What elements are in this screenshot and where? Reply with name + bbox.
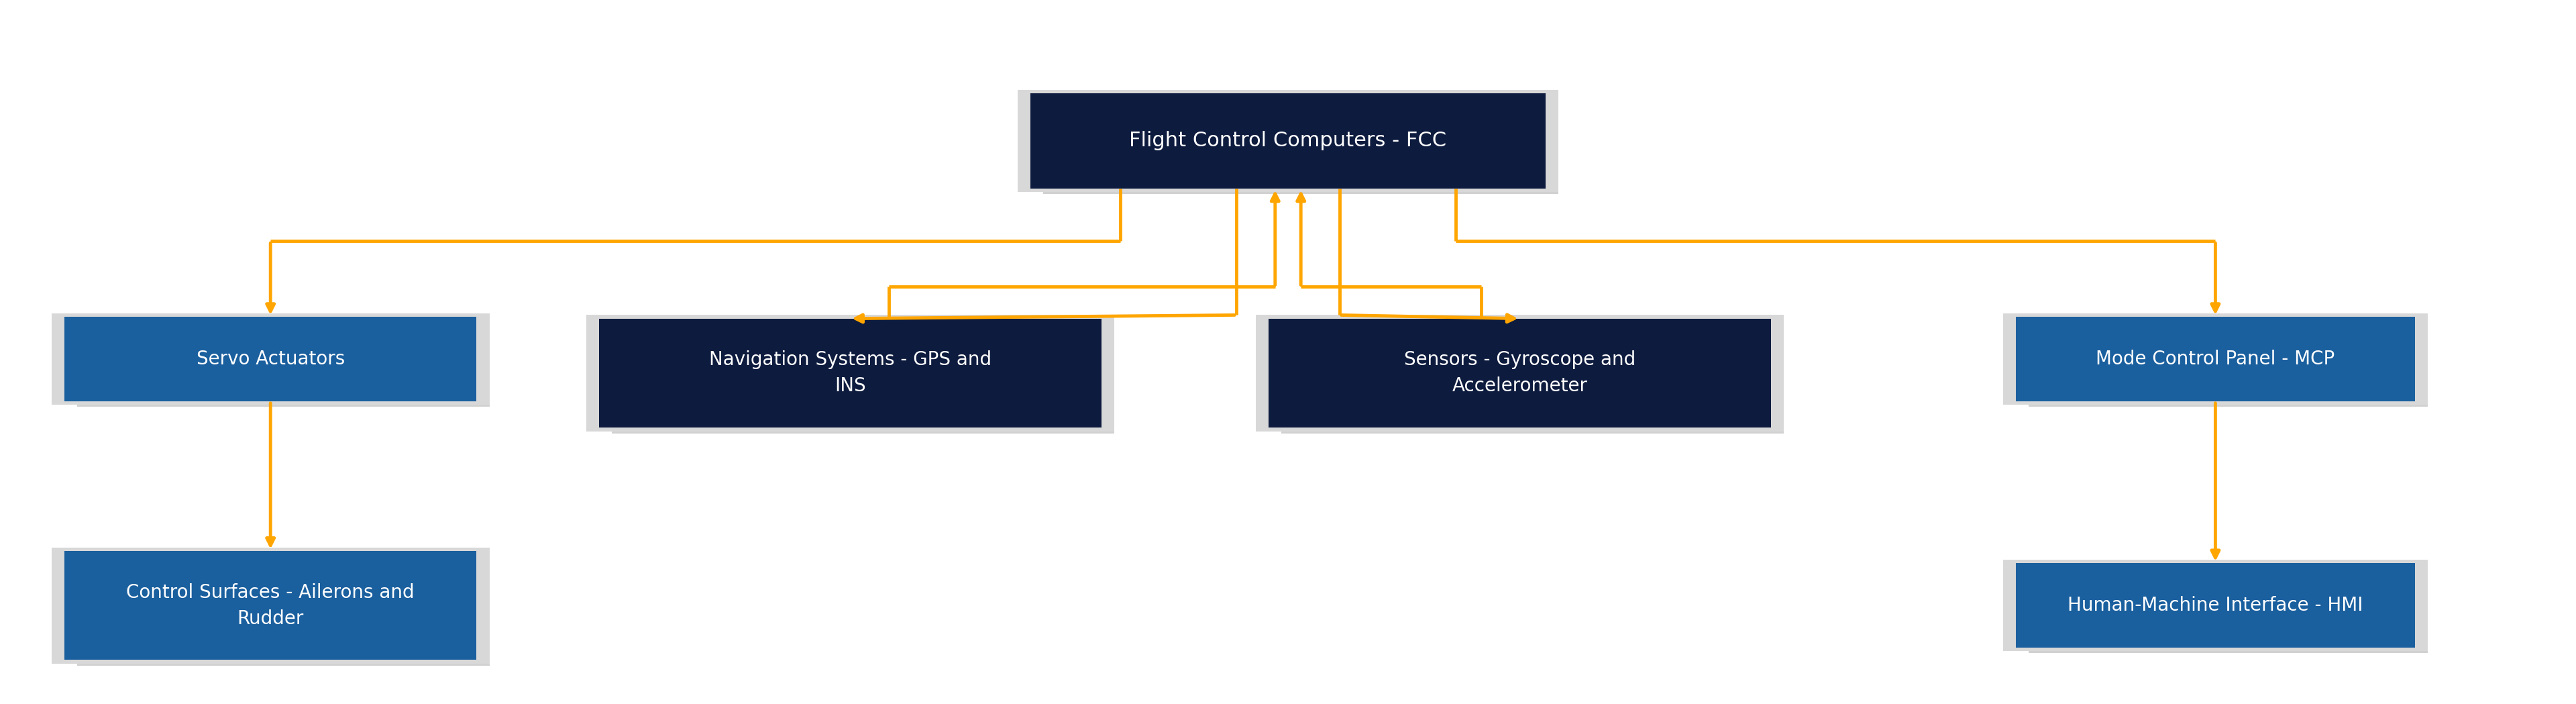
Text: Control Surfaces - Ailerons and
Rudder: Control Surfaces - Ailerons and Rudder [126, 583, 415, 628]
FancyBboxPatch shape [2014, 317, 2416, 401]
FancyBboxPatch shape [2014, 563, 2416, 648]
FancyBboxPatch shape [1280, 325, 1783, 434]
FancyBboxPatch shape [77, 322, 489, 407]
FancyBboxPatch shape [1043, 99, 1558, 194]
FancyBboxPatch shape [64, 551, 477, 660]
FancyBboxPatch shape [598, 318, 1103, 428]
FancyBboxPatch shape [613, 325, 1113, 434]
FancyBboxPatch shape [2030, 569, 2427, 653]
FancyBboxPatch shape [64, 317, 477, 401]
Text: Servo Actuators: Servo Actuators [196, 350, 345, 368]
Text: Mode Control Panel - MCP: Mode Control Panel - MCP [2097, 350, 2334, 368]
FancyBboxPatch shape [1267, 318, 1772, 428]
Text: Navigation Systems - GPS and
INS: Navigation Systems - GPS and INS [708, 351, 992, 396]
Text: Human-Machine Interface - HMI: Human-Machine Interface - HMI [2069, 596, 2362, 615]
FancyBboxPatch shape [77, 556, 489, 666]
FancyBboxPatch shape [2004, 313, 2427, 405]
FancyBboxPatch shape [2004, 560, 2427, 651]
FancyBboxPatch shape [1255, 315, 1783, 431]
FancyBboxPatch shape [1030, 93, 1546, 188]
FancyBboxPatch shape [52, 548, 489, 663]
FancyBboxPatch shape [1018, 89, 1558, 191]
FancyBboxPatch shape [587, 315, 1113, 431]
FancyBboxPatch shape [2030, 322, 2427, 407]
Text: Sensors - Gyroscope and
Accelerometer: Sensors - Gyroscope and Accelerometer [1404, 351, 1636, 396]
FancyBboxPatch shape [52, 313, 489, 405]
Text: Flight Control Computers - FCC: Flight Control Computers - FCC [1128, 131, 1448, 151]
